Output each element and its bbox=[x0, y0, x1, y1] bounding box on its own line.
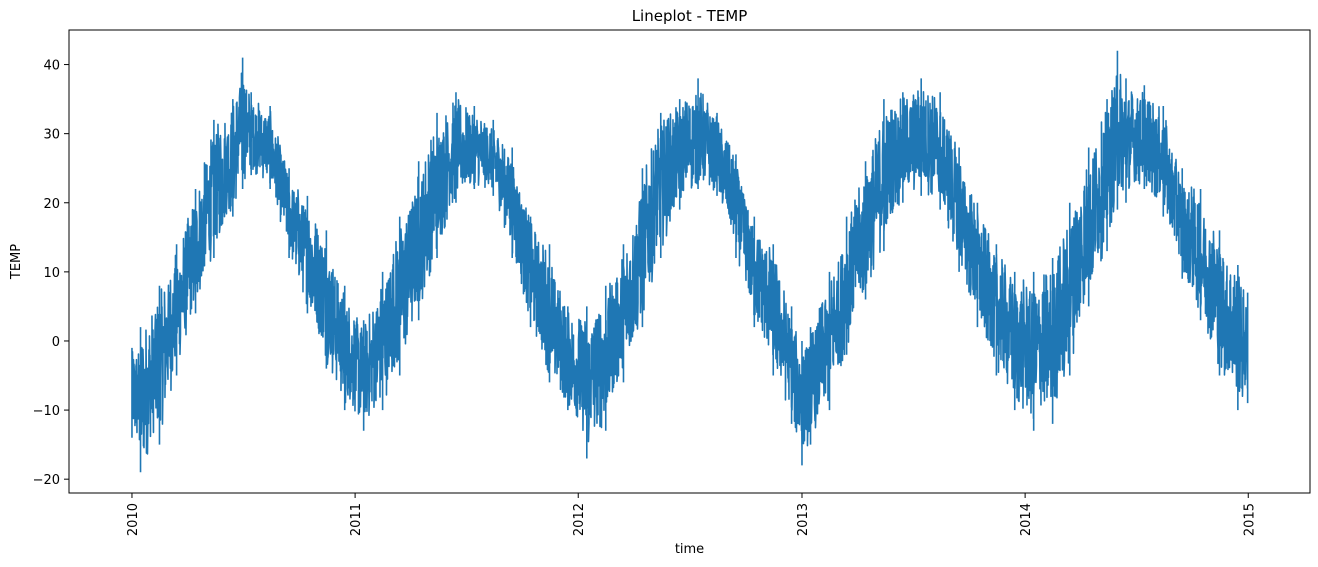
y-axis: −20 −10 0 10 20 30 40 bbox=[33, 59, 69, 488]
y-tick-label: 10 bbox=[43, 266, 60, 281]
y-axis-label: TEMP bbox=[9, 244, 24, 280]
x-tick-label: 2013 bbox=[796, 503, 811, 536]
y-tick-label: 40 bbox=[43, 59, 60, 74]
x-axis: 2010 2011 2012 2013 2014 2015 bbox=[126, 493, 1257, 536]
x-tick-label: 2011 bbox=[349, 503, 364, 536]
x-tick-label: 2014 bbox=[1019, 503, 1034, 536]
y-tick-label: 0 bbox=[52, 335, 60, 350]
x-tick-label: 2012 bbox=[572, 503, 587, 536]
y-tick-label: 20 bbox=[43, 197, 60, 212]
x-tick-label: 2015 bbox=[1242, 503, 1257, 536]
chart-title: Lineplot - TEMP bbox=[632, 7, 748, 25]
series-layer bbox=[131, 50, 1249, 473]
plot-area bbox=[68, 29, 1311, 494]
x-axis-label: time bbox=[675, 542, 704, 557]
y-tick-label: 30 bbox=[43, 128, 60, 143]
y-tick-label: −20 bbox=[33, 473, 60, 488]
x-tick-label: 2010 bbox=[126, 503, 141, 536]
series-line-temp bbox=[131, 50, 1249, 473]
y-tick-label: −10 bbox=[33, 404, 60, 419]
